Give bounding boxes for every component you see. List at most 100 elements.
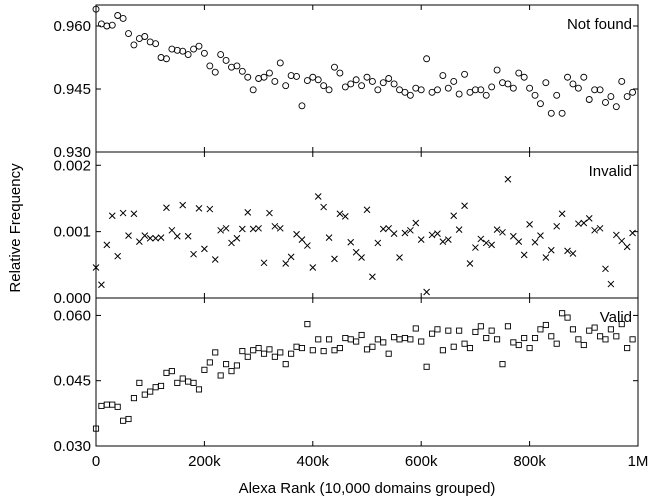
data-point	[618, 77, 626, 85]
data-point	[596, 86, 604, 94]
data-point	[629, 336, 636, 343]
data-point	[92, 425, 100, 432]
data-point	[509, 84, 517, 92]
data-point	[585, 215, 593, 222]
panels-layer: 0.930 0.945 0.960 Not found 0.000 0.001 0.002 I…	[53, 4, 639, 455]
data-point	[331, 347, 338, 354]
panel-title: Invalid	[589, 163, 632, 180]
data-point	[406, 91, 414, 99]
data-point	[314, 193, 322, 200]
data-point	[455, 90, 463, 98]
data-point	[298, 345, 306, 352]
data-point	[244, 209, 252, 216]
data-point	[488, 83, 496, 91]
data-point	[288, 350, 295, 357]
data-point	[536, 100, 544, 108]
y-tick-label: 0.930	[53, 144, 91, 161]
data-point	[521, 334, 528, 342]
data-point	[119, 14, 127, 22]
data-point	[494, 336, 501, 343]
data-point	[471, 86, 479, 94]
data-point	[201, 245, 208, 253]
data-point	[542, 254, 550, 261]
data-point	[217, 51, 225, 59]
data-point	[564, 247, 571, 255]
data-point	[369, 343, 376, 350]
data-point	[282, 260, 290, 267]
data-point	[228, 239, 235, 247]
data-point	[569, 250, 577, 257]
data-point	[336, 345, 343, 352]
data-point	[336, 69, 344, 77]
data-point	[276, 59, 284, 67]
data-point	[141, 232, 149, 239]
data-point	[390, 80, 398, 88]
data-point	[168, 226, 176, 234]
data-point	[184, 51, 192, 59]
y-tick-label: 0.001	[53, 224, 91, 241]
data-point	[277, 349, 284, 356]
data-point	[526, 220, 533, 228]
data-point	[483, 334, 490, 342]
data-point	[255, 224, 262, 232]
data-point	[396, 86, 403, 94]
data-point	[320, 348, 327, 355]
data-point	[244, 73, 252, 81]
data-point	[103, 22, 111, 30]
data-point	[298, 236, 306, 243]
data-point	[418, 338, 425, 345]
data-point	[304, 321, 311, 328]
data-point	[482, 239, 490, 247]
data-point	[450, 343, 457, 350]
data-point	[179, 201, 187, 209]
data-point	[201, 366, 208, 373]
data-point	[271, 77, 279, 85]
data-point	[575, 336, 582, 343]
data-point	[461, 340, 468, 347]
data-point	[114, 12, 122, 19]
panel-frame	[95, 151, 639, 299]
data-point	[206, 62, 214, 70]
data-point	[103, 401, 110, 408]
data-point	[136, 238, 143, 245]
data-point	[265, 69, 273, 77]
data-point	[624, 345, 631, 352]
data-point	[114, 403, 121, 410]
data-point	[266, 209, 273, 217]
data-point	[444, 84, 452, 92]
data-point	[347, 336, 354, 343]
data-point	[607, 93, 615, 101]
data-point	[206, 205, 214, 213]
data-point	[623, 93, 631, 101]
data-point	[385, 224, 393, 232]
data-point	[125, 232, 132, 239]
data-point	[309, 264, 317, 271]
data-point	[493, 66, 501, 74]
data-point	[607, 326, 614, 333]
data-point	[412, 219, 420, 227]
data-point	[504, 175, 512, 183]
data-point	[391, 334, 398, 341]
data-point	[141, 33, 149, 40]
data-point	[629, 88, 637, 96]
x-tick-label: 400k	[297, 453, 330, 470]
data-point	[315, 336, 322, 343]
data-point	[168, 368, 175, 375]
data-point	[401, 334, 408, 342]
data-point	[217, 372, 224, 379]
data-point	[444, 236, 452, 243]
data-point	[147, 388, 154, 395]
data-point	[98, 402, 105, 410]
data-point	[287, 253, 295, 261]
data-point	[222, 224, 230, 232]
data-point	[472, 328, 479, 336]
data-point	[358, 331, 365, 339]
y-tick-label: 0.960	[53, 18, 91, 35]
x-tick-label: 0	[92, 453, 100, 470]
data-point	[179, 375, 186, 382]
panel-frame	[95, 4, 639, 153]
data-point	[190, 250, 197, 258]
data-point	[515, 238, 523, 245]
data-point	[477, 323, 484, 330]
data-point	[136, 379, 143, 386]
